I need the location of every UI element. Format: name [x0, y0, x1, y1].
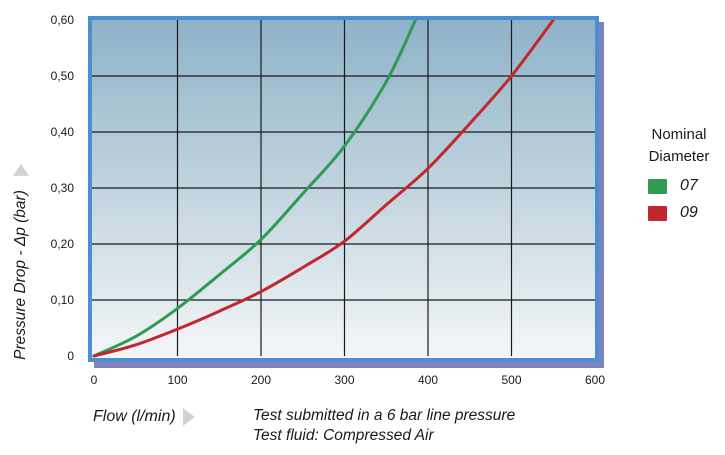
x-axis-label-text: Flow (l/min): [93, 408, 176, 425]
test-note-pressure: Test submitted in a 6 bar line pressure: [253, 407, 516, 424]
up-arrow-icon: [13, 164, 29, 177]
x-tick-label: 500: [501, 373, 521, 387]
x-axis-label: Flow (l/min): [93, 408, 195, 426]
series-line-09: [92, 20, 555, 358]
x-tick-label: 100: [167, 373, 187, 387]
legend-label-09: 09: [680, 204, 698, 221]
y-tick-label: 0,20: [51, 237, 75, 251]
y-tick-label: 0,30: [51, 181, 75, 195]
y-tick-label: 0,50: [51, 69, 75, 83]
legend-title-line-2: Diameter: [648, 148, 710, 165]
legend-label-07: 07: [680, 177, 698, 194]
x-tick-label: 200: [251, 373, 271, 387]
x-tick-labels: 0 100 200 300 400 500 600: [91, 373, 606, 387]
y-tick-labels: 0 0,10 0,20 0,30 0,40 0,50 0,60: [51, 13, 75, 363]
x-tick-label: 0: [91, 373, 98, 387]
y-tick-label: 0,10: [51, 293, 75, 307]
right-arrow-icon: [182, 408, 195, 426]
x-tick-label: 300: [334, 373, 354, 387]
y-tick-label: 0,40: [51, 125, 75, 139]
test-note-fluid: Test fluid: Compressed Air: [253, 427, 434, 444]
legend-item-07: 07: [648, 177, 724, 195]
y-axis-label: Pressure Drop - Δp (bar): [12, 164, 30, 360]
legend-title-line-1: Nominal: [651, 126, 707, 143]
legend-title: Nominal Diameter: [634, 124, 724, 168]
series-line-07: [92, 20, 417, 358]
x-tick-label: 600: [585, 373, 605, 387]
legend-swatch-09: [648, 205, 667, 221]
y-tick-label: 0,60: [51, 13, 75, 27]
plot-area: [92, 20, 595, 358]
x-tick-label: 400: [418, 373, 438, 387]
test-notes: Test submitted in a 6 bar line pressure …: [253, 406, 515, 446]
series-lines: [92, 20, 555, 358]
y-axis-label-text: Pressure Drop - Δp (bar): [12, 190, 29, 360]
legend-swatch-07: [648, 178, 667, 194]
legend-item-09: 09: [648, 204, 724, 222]
y-tick-label: 0: [67, 349, 74, 363]
legend: Nominal Diameter 07 09: [634, 124, 724, 222]
